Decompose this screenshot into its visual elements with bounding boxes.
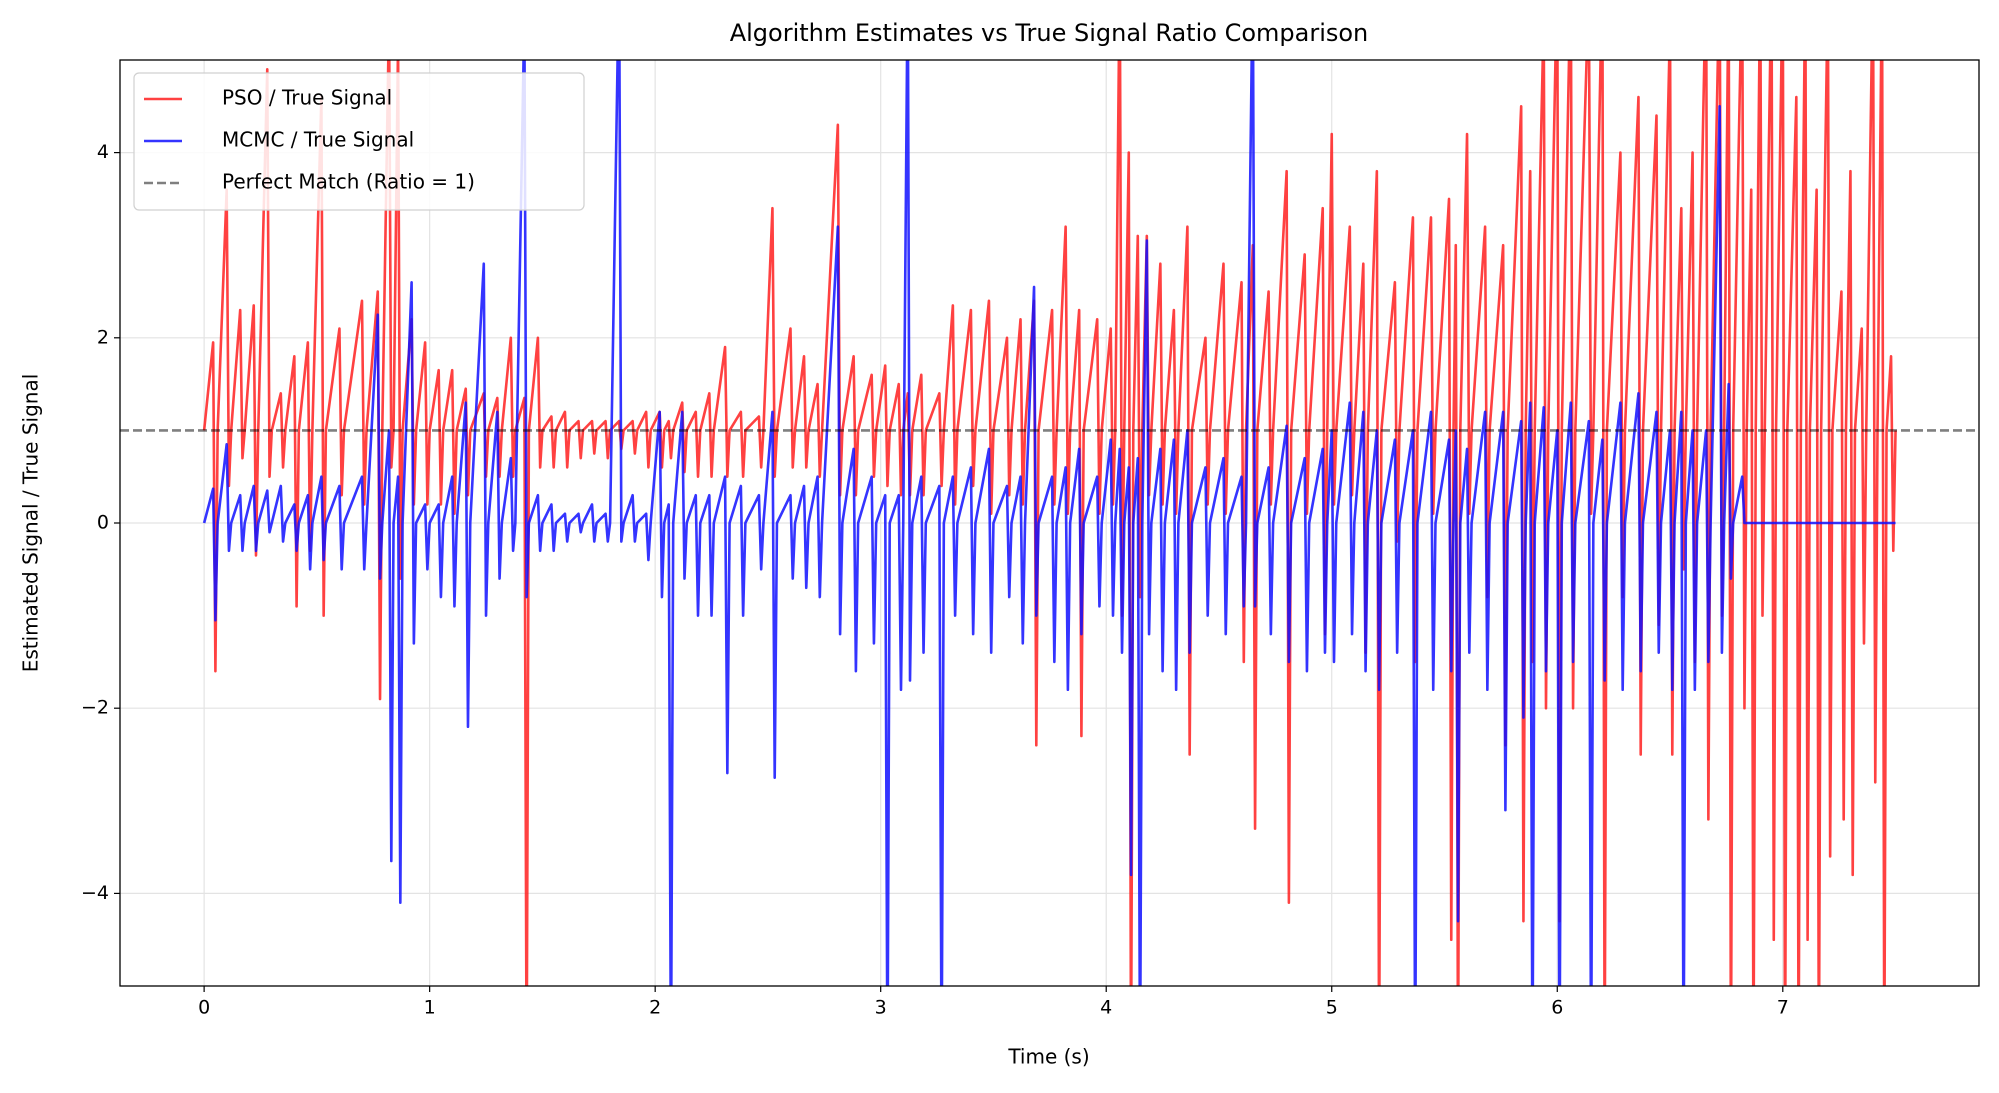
x-axis-label: Time (s) [1007, 1045, 1089, 1069]
series-line [202, 60, 1896, 986]
x-tick-label: 7 [1777, 997, 1789, 1019]
x-tick-label: 2 [649, 997, 661, 1019]
y-tick-label: −4 [81, 882, 109, 904]
y-tick-label: 4 [97, 141, 109, 163]
y-tick-label: 2 [97, 326, 109, 348]
y-tick-label: −2 [81, 697, 109, 719]
plot-area [120, 60, 1979, 986]
y-tick-label: 0 [97, 512, 109, 534]
legend: PSO / True Signal MCMC / True Signal Perfe… [133, 72, 585, 211]
y-axis-label: Estimated Signal / True Signal [19, 374, 43, 673]
legend-label: Perfect Match (Ratio = 1) [222, 170, 475, 194]
x-tick-label: 3 [875, 997, 887, 1019]
x-tick-label: 4 [1100, 997, 1112, 1019]
x-tick-label: 6 [1551, 997, 1563, 1019]
legend-box [133, 72, 585, 211]
legend-label: PSO / True Signal [222, 86, 392, 110]
chart-title: Algorithm Estimates vs True Signal Ratio… [730, 19, 1369, 47]
x-tick-label: 0 [198, 997, 210, 1019]
x-tick-label: 5 [1326, 997, 1338, 1019]
legend-label: MCMC / True Signal [222, 128, 414, 152]
x-tick-label: 1 [424, 997, 436, 1019]
ticks: 0 1 2 3 4 5 6 7 −4 −2 0 2 4 [81, 141, 1789, 1018]
